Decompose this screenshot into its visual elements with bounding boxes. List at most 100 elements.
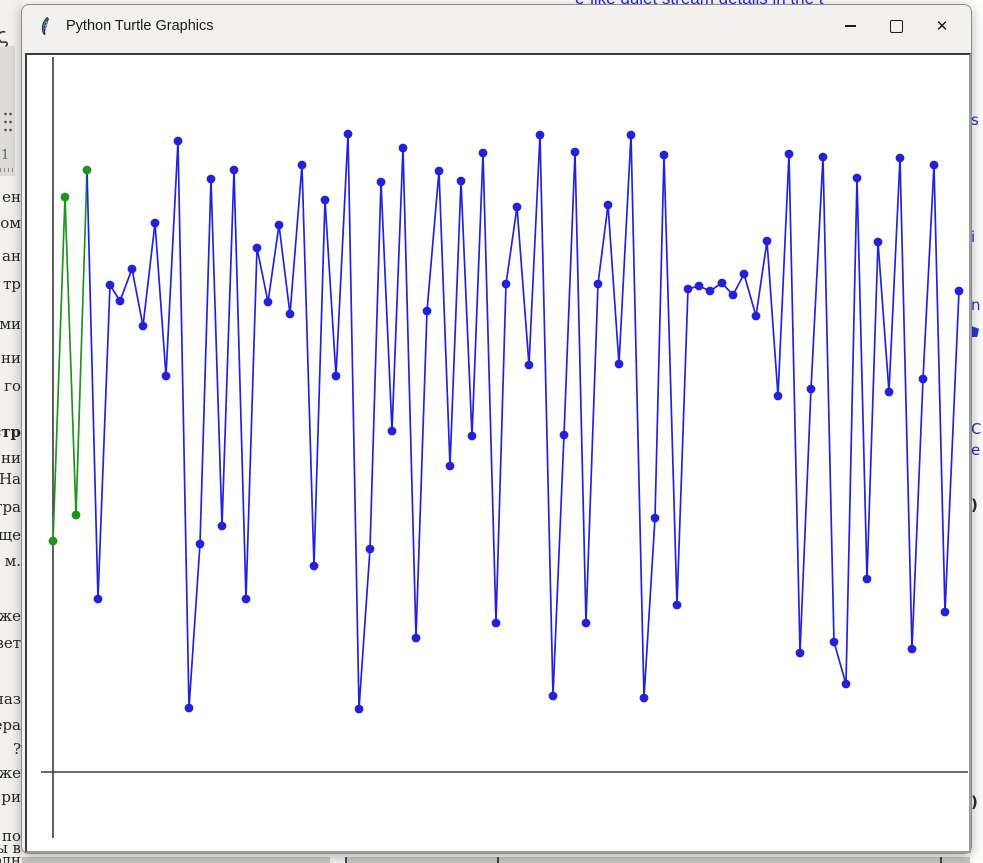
chart-segment <box>131 268 144 327</box>
chart-segment <box>563 151 576 436</box>
data-point-marker <box>751 311 761 321</box>
chart-segment <box>516 206 530 366</box>
chart-segment <box>866 241 879 580</box>
ruler-number: 1 <box>1 148 10 163</box>
bg-text-fragment: стр <box>0 423 21 441</box>
chart-segment <box>64 196 77 516</box>
data-point-marker <box>115 296 125 306</box>
chart-segment <box>888 157 901 393</box>
bg-text-fragment: ми <box>0 315 21 333</box>
bg-text-fragment: s <box>971 111 979 129</box>
chart-segment <box>899 157 913 650</box>
maximize-button[interactable] <box>873 5 919 47</box>
chart-segment <box>199 178 212 545</box>
bg-text-fragment: ни <box>1 449 21 467</box>
chart-segment <box>755 240 768 317</box>
turtle-canvas-svg <box>41 57 968 838</box>
chart-segment <box>845 177 858 685</box>
chart-segment <box>766 240 779 397</box>
data-point-marker <box>512 202 522 212</box>
bg-text-fragment: ан <box>2 247 21 265</box>
data-point-marker <box>570 147 580 157</box>
chart-segment <box>75 169 88 516</box>
chart-segment <box>188 543 201 709</box>
data-point-marker <box>762 236 772 246</box>
data-point-marker <box>773 391 783 401</box>
bg-text-fragment: одн <box>0 851 21 863</box>
chart-segment <box>86 169 99 600</box>
data-point-marker <box>309 561 319 571</box>
chart-segment <box>415 310 428 639</box>
data-point-marker <box>705 286 715 296</box>
chart-segment <box>267 224 280 303</box>
data-point-marker <box>252 243 262 253</box>
chart-segment <box>877 241 890 393</box>
bg-text-fragment: ) <box>971 793 978 811</box>
data-point-marker <box>376 177 386 187</box>
data-point-marker <box>940 607 950 617</box>
chart-segment <box>438 170 451 467</box>
bg-text-fragment: м. <box>4 552 21 570</box>
chart-segment <box>911 378 924 650</box>
chart-segment <box>369 181 382 550</box>
window-titlebar[interactable]: Python Turtle Graphics ✕ <box>22 5 971 47</box>
data-point-marker <box>614 359 624 369</box>
data-point-marker <box>456 176 466 186</box>
data-point-marker <box>398 143 408 153</box>
turtle-graphics-window: Python Turtle Graphics ✕ <box>21 4 972 854</box>
chart-segment <box>663 154 678 606</box>
chart-segment <box>119 268 133 302</box>
close-button[interactable]: ✕ <box>919 5 965 47</box>
data-point-marker <box>862 574 872 584</box>
bg-text-fragment: ще <box>0 526 21 544</box>
background-curl-glyph: ς <box>0 22 12 50</box>
data-point-marker <box>593 279 603 289</box>
chart-segment <box>630 134 645 699</box>
bg-text-fragment: На <box>0 470 21 488</box>
chart-segment <box>743 273 757 317</box>
chart-segment <box>52 196 66 542</box>
bg-text-fragment: ера <box>0 716 21 734</box>
chart-segment <box>380 181 393 432</box>
tk-feather-icon <box>41 16 49 36</box>
data-point-marker <box>354 704 364 714</box>
data-point-marker <box>365 544 375 554</box>
chart-segment <box>676 288 689 606</box>
chart-segment <box>177 140 190 709</box>
turtle-canvas <box>25 53 971 853</box>
chart-segment <box>597 204 609 285</box>
chart-segment <box>313 199 326 567</box>
data-point-marker <box>434 166 444 176</box>
chart-segment <box>347 133 360 710</box>
chart-segment <box>574 151 587 624</box>
data-point-marker <box>873 237 883 247</box>
chart-segment <box>97 284 111 600</box>
bottom-bar-white-segment <box>330 857 346 863</box>
data-point-marker <box>297 160 307 170</box>
data-point-marker <box>161 371 171 381</box>
data-point-marker <box>387 426 397 436</box>
bg-text-fragment: же <box>0 764 21 782</box>
bg-text-fragment: ы в <box>0 839 21 857</box>
bg-text-fragment: гра <box>0 498 21 516</box>
minimize-button[interactable] <box>827 5 873 47</box>
chart-segment <box>539 134 554 697</box>
chart-segment <box>552 434 565 697</box>
chart-segment <box>289 164 303 315</box>
data-point-marker <box>806 384 816 394</box>
data-point-marker <box>559 430 569 440</box>
chart-segment <box>822 156 835 643</box>
data-point-marker <box>229 165 239 175</box>
data-point-marker <box>739 269 749 279</box>
bg-text-fragment: C <box>971 420 982 438</box>
chart-segment <box>245 247 258 600</box>
chart-segment <box>618 134 632 365</box>
data-point-marker <box>184 703 194 713</box>
data-point-marker <box>884 387 894 397</box>
data-point-marker <box>48 536 58 546</box>
chart-segment <box>460 180 473 437</box>
data-point-marker <box>907 644 917 654</box>
bottom-bar-tick <box>497 857 499 863</box>
data-point-marker <box>535 130 545 140</box>
